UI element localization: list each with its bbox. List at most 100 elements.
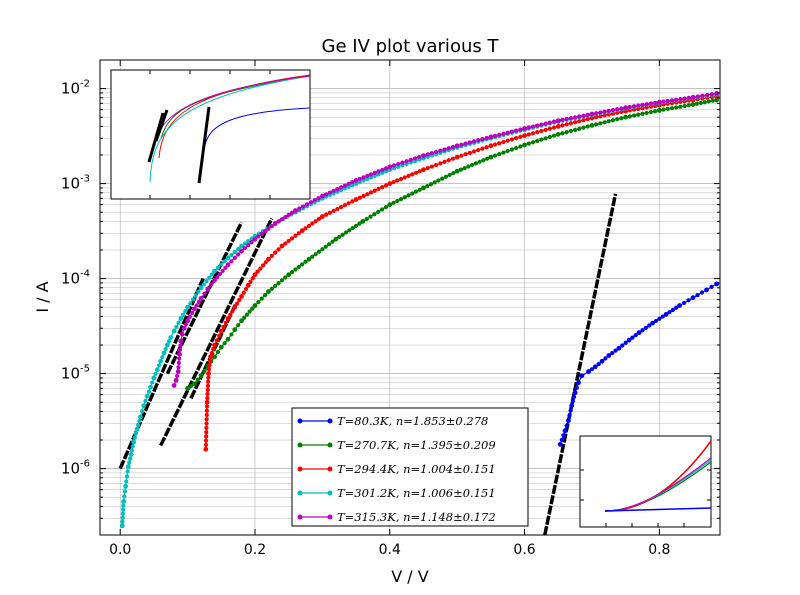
data-point	[547, 134, 552, 140]
data-point	[331, 188, 336, 193]
data-point	[434, 149, 439, 155]
data-point	[250, 276, 255, 281]
data-point	[372, 212, 377, 217]
data-point	[208, 354, 213, 360]
y-tick-exponent: -2	[80, 79, 90, 90]
data-point	[230, 308, 235, 314]
data-point	[168, 335, 174, 340]
data-point	[122, 494, 127, 499]
data-point	[207, 275, 212, 280]
data-point	[204, 425, 209, 430]
data-point	[276, 219, 281, 224]
data-point	[206, 367, 212, 372]
data-point	[581, 125, 586, 130]
data-point	[535, 123, 540, 128]
data-point	[505, 148, 510, 154]
data-point	[714, 91, 720, 96]
data-point	[289, 269, 295, 275]
data-point	[543, 121, 548, 126]
data-point	[380, 170, 385, 175]
data-point	[509, 147, 515, 152]
data-point	[188, 383, 194, 389]
data-point	[347, 228, 352, 233]
data-point	[376, 169, 381, 174]
data-point	[225, 255, 231, 261]
data-point	[364, 216, 369, 222]
data-point	[256, 234, 261, 239]
data-point	[480, 137, 485, 142]
data-point	[146, 389, 151, 394]
inset-curve-cyan	[149, 75, 311, 183]
data-point	[598, 121, 603, 126]
data-point	[653, 318, 659, 324]
data-point	[283, 275, 288, 280]
data-point	[166, 339, 172, 344]
data-point	[615, 117, 620, 122]
data-point	[316, 216, 322, 221]
data-point	[564, 116, 569, 122]
data-point	[263, 260, 268, 265]
data-point	[360, 219, 366, 224]
data-point	[376, 186, 381, 192]
data-point	[212, 342, 217, 348]
inset-upper-left	[110, 69, 311, 200]
data-point	[686, 95, 691, 100]
data-point	[361, 175, 366, 180]
data-point	[560, 131, 565, 136]
data-point	[176, 360, 181, 365]
data-point	[266, 256, 271, 262]
data-point	[286, 238, 291, 244]
data-point	[559, 437, 564, 442]
data-point	[337, 234, 342, 240]
data-point	[442, 159, 447, 164]
data-point	[144, 393, 150, 399]
data-point	[648, 109, 654, 115]
y-tick-label: 10-6	[61, 459, 90, 478]
data-point	[568, 121, 573, 126]
data-point	[353, 223, 359, 228]
data-point	[196, 289, 201, 294]
data-point	[372, 188, 377, 193]
data-point	[560, 123, 565, 128]
data-point	[564, 423, 569, 428]
data-point	[188, 301, 193, 306]
data-point	[246, 243, 251, 248]
data-point	[242, 315, 247, 320]
data-point	[185, 318, 191, 324]
data-point	[395, 198, 400, 204]
data-point	[173, 377, 179, 383]
data-point	[350, 225, 355, 231]
data-point	[596, 361, 601, 367]
data-point	[214, 338, 219, 343]
data-point	[273, 283, 278, 289]
data-point	[202, 368, 207, 373]
data-point	[365, 173, 370, 179]
data-point	[505, 130, 510, 135]
data-point	[342, 203, 347, 208]
data-point	[331, 208, 336, 213]
data-point	[205, 383, 211, 388]
series-2	[203, 93, 720, 452]
data-point	[543, 127, 548, 132]
data-point	[640, 328, 645, 333]
data-point	[497, 141, 502, 146]
data-point	[574, 385, 579, 390]
data-point	[346, 201, 351, 206]
data-point	[699, 290, 705, 295]
data-point	[434, 162, 439, 168]
data-point	[690, 102, 696, 107]
data-point	[572, 390, 578, 396]
data-point	[476, 138, 481, 143]
data-point	[272, 221, 278, 226]
data-point	[539, 122, 544, 127]
data-point	[196, 299, 201, 304]
y-tick-exponent: -3	[80, 174, 90, 185]
data-point	[379, 207, 385, 212]
data-point	[194, 303, 199, 308]
data-point	[573, 127, 578, 132]
data-point	[255, 269, 260, 274]
data-point	[239, 318, 244, 324]
data-point	[279, 217, 285, 222]
data-point	[204, 399, 210, 405]
data-point	[372, 170, 377, 175]
